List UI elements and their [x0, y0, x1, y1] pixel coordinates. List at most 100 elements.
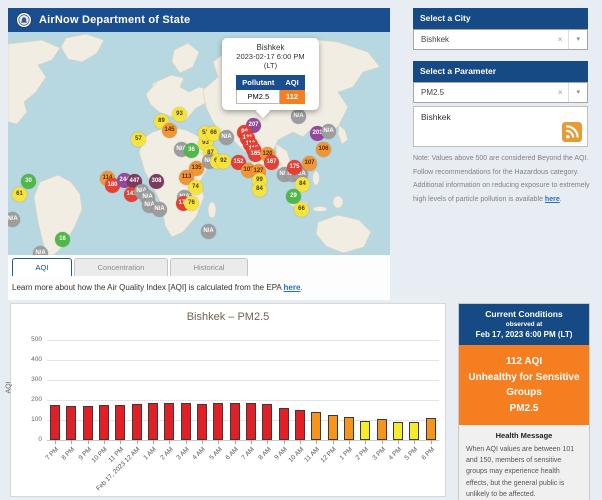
chart-bar[interactable]	[164, 403, 175, 440]
chart-y-tick-label: 0	[38, 436, 42, 443]
map-marker[interactable]: 30	[21, 174, 36, 189]
chart-bar[interactable]	[50, 405, 61, 440]
chart-title: Bishkek – PM2.5	[186, 311, 270, 323]
chart-bar[interactable]	[148, 403, 159, 440]
chart-bar[interactable]	[295, 410, 306, 440]
chart-bar[interactable]	[409, 422, 420, 440]
map-marker[interactable]: 29	[286, 189, 301, 204]
tab-aqi[interactable]: AQI	[12, 258, 72, 276]
tab-concentration[interactable]: Concentration	[74, 258, 168, 276]
chart-y-tick-label: 400	[31, 356, 42, 363]
map-marker[interactable]: 84	[295, 177, 310, 192]
chart-x-tick-label: 3 AM	[175, 446, 191, 462]
map-marker[interactable]: 165	[248, 147, 263, 162]
health-message-text: When AQI values are between 101 and 150,…	[466, 446, 575, 498]
chart-x-tick-label: 2 AM	[158, 446, 175, 462]
chart-x-tick-label: 12 PM	[319, 446, 338, 465]
city-select[interactable]: Bishkek × ▾	[413, 29, 588, 50]
tab-strip: AQI Concentration Historical Learn more …	[8, 255, 390, 300]
chart-x-tick	[55, 440, 57, 444]
chart-x-tick	[87, 440, 89, 444]
map-marker[interactable]: 175	[287, 160, 302, 175]
parameter-select-value: PM2.5	[421, 88, 445, 97]
chart-bar[interactable]	[229, 403, 240, 440]
learn-more-prefix: Learn more about how the Air Quality Ind…	[12, 283, 284, 292]
map-marker[interactable]: 92	[216, 154, 231, 169]
chart-x-tick-label: 7 AM	[240, 446, 257, 462]
map-marker[interactable]: 57	[131, 132, 146, 147]
map-marker[interactable]: 106	[316, 142, 331, 157]
parameter-caret-icon[interactable]: ▾	[568, 83, 587, 102]
chart-bar-slot: 7 AM	[241, 340, 259, 461]
map-marker[interactable]: 61	[12, 187, 27, 202]
chart-gridline	[47, 340, 439, 341]
chart-bar[interactable]	[376, 419, 387, 440]
chart-bar[interactable]	[115, 405, 126, 440]
map-marker[interactable]: 76	[184, 196, 199, 211]
rss-feed-icon[interactable]	[562, 122, 582, 142]
map-marker[interactable]: 36	[184, 143, 199, 158]
chart-bar[interactable]	[327, 415, 338, 440]
map-marker[interactable]: 66	[206, 126, 221, 141]
chart-bar[interactable]	[393, 422, 404, 440]
epa-here-link[interactable]: here	[283, 283, 301, 292]
chart-x-tick	[251, 440, 253, 444]
tab-historical[interactable]: Historical	[170, 258, 248, 276]
chart-bar[interactable]	[131, 404, 142, 440]
chart-x-tick	[316, 440, 318, 444]
map-marker[interactable]: N/A	[321, 124, 336, 139]
map-marker[interactable]: 135	[189, 161, 204, 176]
city-clear-icon[interactable]: ×	[557, 35, 563, 44]
popup-datetime: 2023-02-17 6:00 PM	[236, 52, 305, 61]
chart-x-tick	[349, 440, 351, 444]
chart-x-tick-label: 1 PM	[338, 446, 355, 462]
chart-bar[interactable]	[344, 417, 355, 440]
chart-bar[interactable]	[360, 421, 371, 440]
chart-bar[interactable]	[311, 412, 322, 440]
chart-bar[interactable]	[66, 406, 77, 440]
chart-x-tick	[169, 440, 171, 444]
map-marker[interactable]: N/A	[201, 224, 216, 239]
chart-bar[interactable]	[425, 418, 436, 440]
chart-x-tick	[300, 440, 302, 444]
map-marker[interactable]: 84	[252, 182, 267, 197]
chart-bar-slot: 10 PM	[91, 340, 112, 464]
chart-x-tick	[365, 440, 367, 444]
map-marker[interactable]: 74	[188, 180, 203, 195]
chart-bar[interactable]	[99, 405, 110, 440]
parameter-clear-icon[interactable]: ×	[557, 88, 563, 97]
select-city-header: Select a City	[413, 8, 588, 29]
map-marker[interactable]: N/A	[291, 109, 306, 124]
map-marker[interactable]: 180	[105, 178, 120, 193]
map-marker[interactable]: N/A	[219, 130, 234, 145]
chart-bar[interactable]	[213, 403, 224, 440]
map-marker[interactable]: 107	[302, 156, 317, 171]
city-caret-icon[interactable]: ▾	[568, 30, 587, 49]
map-marker[interactable]: N/A	[8, 212, 20, 227]
chart-bar[interactable]	[197, 404, 208, 440]
chart-bar-slot: 5 AM	[208, 340, 226, 461]
chart-bar-slot: 4 AM	[192, 340, 210, 461]
learn-more-text: Learn more about how the Air Quality Ind…	[12, 283, 303, 292]
map-marker[interactable]: 308	[149, 174, 164, 189]
city-feed-box: Bishkek	[413, 106, 588, 147]
map-marker[interactable]: 66	[294, 202, 309, 217]
map-marker[interactable]: N/A	[33, 246, 48, 255]
chart-bar[interactable]	[180, 403, 191, 440]
chart-bar[interactable]	[278, 408, 289, 440]
chart-bar[interactable]	[246, 403, 257, 440]
map-marker[interactable]: 167	[264, 155, 279, 170]
note-here-link[interactable]: here	[544, 195, 560, 203]
current-conditions-header: Current Conditions observed at Feb 17, 2…	[459, 304, 589, 345]
map-marker[interactable]: 93	[172, 107, 187, 122]
chart-bar-slot: 8 PM	[61, 340, 79, 462]
chart-x-tick-label: 10 AM	[287, 446, 306, 464]
parameter-select[interactable]: PM2.5 × ▾	[413, 82, 588, 103]
map-marker[interactable]: 16	[55, 232, 70, 247]
world-aqi-map[interactable]: 3061N/A16N/A578914593114180244447141N/AN…	[8, 32, 390, 256]
chart-bar[interactable]	[262, 404, 273, 440]
map-marker[interactable]: 145	[162, 123, 177, 138]
chart-bar[interactable]	[82, 406, 93, 440]
map-marker[interactable]: N/A	[152, 202, 167, 217]
map-popup: Bishkek 2023-02-17 6:00 PM (LT) Pollutan…	[222, 38, 319, 110]
